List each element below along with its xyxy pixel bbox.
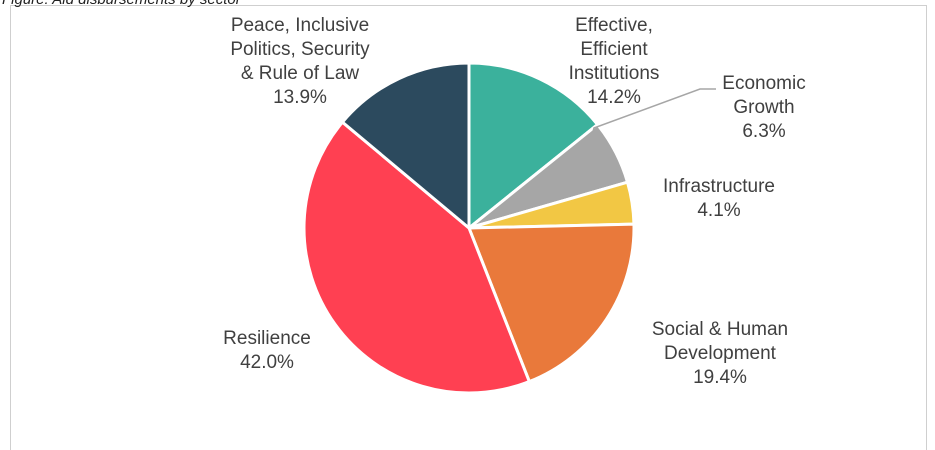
pie-category-label: & Rule of Law	[241, 63, 360, 84]
pie-category-label: Resilience	[223, 328, 311, 349]
leader-lines	[582, 88, 716, 169]
pie-value-label: 42.0%	[240, 352, 294, 373]
pie-value-label: 4.1%	[697, 200, 740, 221]
pie-category-label: Infrastructure	[663, 176, 775, 197]
pie-value-label: 13.9%	[273, 87, 327, 108]
chart-frame	[10, 5, 927, 450]
pie-label-1: Economic Growth 6.3%	[722, 73, 805, 142]
pie-category-label: Politics, Security	[230, 39, 370, 60]
pie-category-label: Institutions	[569, 63, 660, 84]
pie-label-2: Infrastructure 4.1%	[663, 176, 775, 221]
pie-category-label: Effective,	[575, 15, 653, 36]
pie-category-label: Efficient	[580, 39, 648, 60]
pie-category-label: Social & Human	[652, 319, 788, 340]
pie-labels: Effective, Efficient Institutions 14.2% Econ…	[223, 15, 806, 388]
pie-label-3: Social & Human Development 19.4%	[652, 319, 788, 388]
pie-label-5: Peace, Inclusive Politics, Security & Rule…	[230, 15, 370, 108]
pie-category-label: Peace, Inclusive	[231, 15, 369, 36]
pie-value-label: 14.2%	[587, 87, 641, 108]
figure-caption: Figure: Aid disbursements by sector	[2, 0, 241, 8]
pie-value-label: 19.4%	[693, 367, 747, 388]
pie-value-label: 6.3%	[742, 121, 785, 142]
pie-category-label: Growth	[733, 97, 794, 118]
pie-category-label: Development	[664, 343, 777, 364]
leader-line-economic-growth	[582, 88, 716, 169]
pie-slices	[302, 61, 636, 395]
pie-label-4: Resilience 42.0%	[223, 328, 311, 373]
pie-slice-4	[302, 120, 531, 395]
pie-slice-3	[467, 222, 636, 384]
pie-label-0: Effective, Efficient Institutions 14.2%	[569, 15, 660, 108]
pie-slice-0	[467, 61, 600, 230]
pie-slice-5	[340, 61, 471, 230]
pie-category-label: Economic	[722, 73, 805, 94]
